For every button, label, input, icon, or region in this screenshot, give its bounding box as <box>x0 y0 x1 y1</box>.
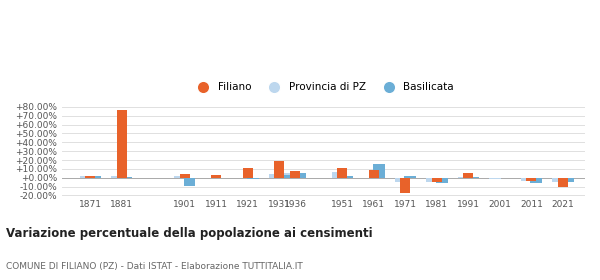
Bar <box>278 175 290 178</box>
Bar <box>116 109 127 178</box>
Bar <box>111 176 123 178</box>
Bar <box>85 176 95 178</box>
Bar <box>458 177 470 178</box>
Bar <box>562 178 574 182</box>
Bar <box>269 174 281 178</box>
Bar <box>184 178 196 186</box>
Bar <box>463 173 473 178</box>
Bar <box>426 178 438 182</box>
Bar <box>337 168 347 178</box>
Bar <box>284 173 296 178</box>
Bar <box>294 173 306 178</box>
Bar <box>526 178 536 181</box>
Bar <box>341 176 353 178</box>
Text: Variazione percentuale della popolazione ai censimenti: Variazione percentuale della popolazione… <box>6 227 373 240</box>
Bar <box>80 176 91 178</box>
Bar <box>89 176 101 178</box>
Bar <box>404 176 416 178</box>
Bar <box>211 175 221 178</box>
Bar <box>373 164 385 178</box>
Bar <box>369 170 379 178</box>
Bar <box>121 177 133 178</box>
Legend: Filiano, Provincia di PZ, Basilicata: Filiano, Provincia di PZ, Basilicata <box>190 79 457 95</box>
Bar <box>521 178 533 181</box>
Bar <box>432 178 442 182</box>
Bar <box>395 178 407 182</box>
Bar <box>552 178 564 182</box>
Bar <box>174 176 186 178</box>
Bar <box>530 178 542 183</box>
Bar <box>274 161 284 178</box>
Bar <box>332 172 344 178</box>
Bar <box>180 174 190 178</box>
Bar <box>247 178 259 179</box>
Bar <box>489 178 501 179</box>
Bar <box>558 178 568 188</box>
Bar <box>290 171 300 178</box>
Bar <box>400 178 410 193</box>
Bar <box>467 177 479 178</box>
Text: COMUNE DI FILIANO (PZ) - Dati ISTAT - Elaborazione TUTTITALIA.IT: COMUNE DI FILIANO (PZ) - Dati ISTAT - El… <box>6 262 303 271</box>
Bar <box>436 178 448 183</box>
Bar <box>243 169 253 178</box>
